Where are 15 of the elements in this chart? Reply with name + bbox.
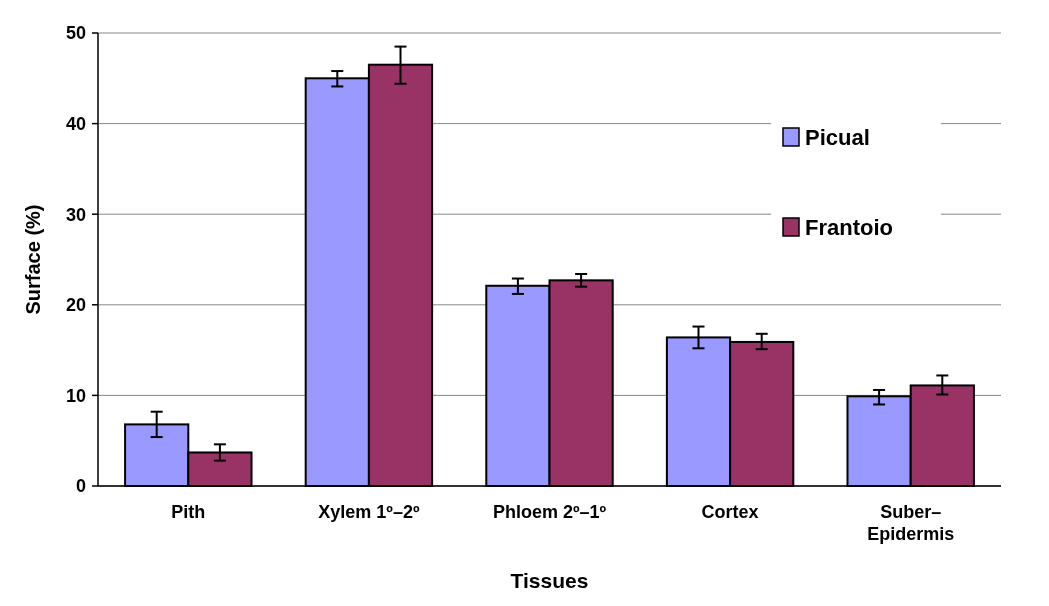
x-tick-label: Pith xyxy=(171,502,206,522)
x-tick-label: Suber–Epidermis xyxy=(867,502,955,544)
legend-label: Frantoio xyxy=(805,214,893,240)
y-tick-label: 30 xyxy=(65,204,86,225)
y-tick-label: 0 xyxy=(75,476,86,497)
y-tick-label: 50 xyxy=(65,23,86,44)
x-tick-label: Phloem 2º–1º xyxy=(492,502,607,522)
y-tick-label: 10 xyxy=(65,385,86,406)
legend-label: Picual xyxy=(805,124,870,150)
x-tick-label: Cortex xyxy=(701,502,759,522)
y-tick-label: 40 xyxy=(65,113,86,134)
y-axis-title: Surface (%) xyxy=(22,204,44,315)
x-axis-title: Tissues xyxy=(510,569,589,592)
x-tick-label: Xylem 1º–2º xyxy=(318,502,420,522)
y-tick-label: 20 xyxy=(65,295,86,316)
